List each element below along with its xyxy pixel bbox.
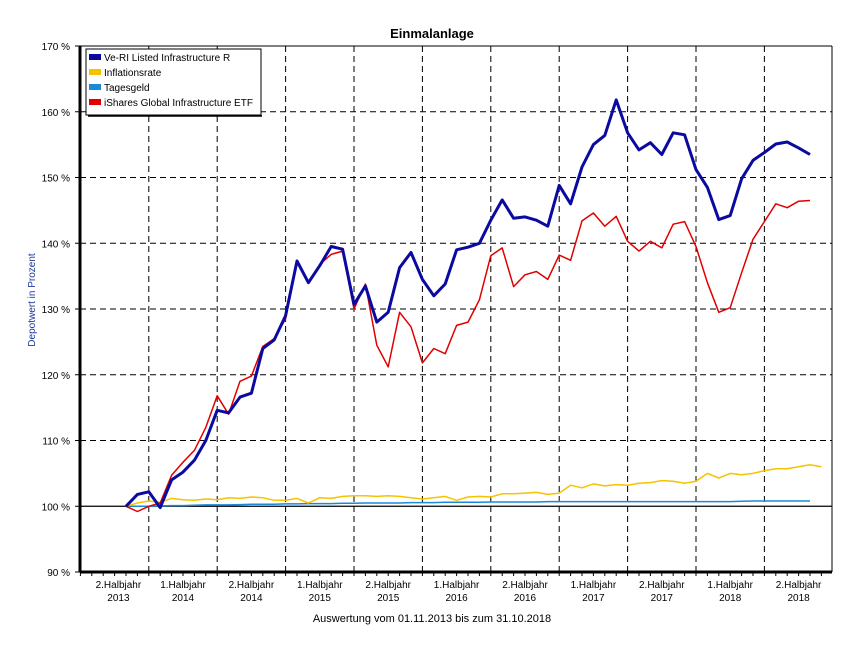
x-tick-label: 1.Halbjahr [434, 580, 480, 591]
x-tick-label: 2.Halbjahr [502, 580, 548, 591]
x-tick-label: 1.Halbjahr [297, 580, 343, 591]
y-tick-label: 120 % [42, 371, 70, 382]
series-line-ve-ri-listed-infrastructure-r [124, 98, 811, 510]
legend-label: iShares Global Infrastructure ETF [104, 98, 253, 109]
x-tick-label: 2.Halbjahr [365, 580, 411, 591]
x-tick-label-year: 2016 [445, 593, 468, 604]
chart-title: Einmalanlage [390, 26, 474, 41]
x-tick-label: 1.Halbjahr [160, 580, 206, 591]
legend-label: Inflationsrate [104, 68, 162, 79]
x-tick-label-year: 2015 [377, 593, 400, 604]
x-axis-label: Auswertung vom 01.11.2013 bis zum 31.10.… [313, 613, 551, 625]
legend-label: Tagesgeld [104, 83, 150, 94]
y-tick-label: 130 % [42, 305, 70, 316]
x-tick-label: 2.Halbjahr [96, 580, 142, 591]
legend-swatch [89, 84, 101, 90]
x-tick-label-year: 2017 [582, 593, 605, 604]
x-tick-label-year: 2013 [107, 593, 130, 604]
x-tick-label-year: 2018 [787, 593, 810, 604]
x-tick-label: 2.Halbjahr [639, 580, 685, 591]
x-tick-label: 1.Halbjahr [571, 580, 617, 591]
x-tick-label: 1.Halbjahr [707, 580, 753, 591]
x-tick-label-year: 2014 [240, 593, 263, 604]
x-tick-label-year: 2015 [309, 593, 332, 604]
y-tick-label: 90 % [47, 568, 70, 579]
series-line-inflationsrate [125, 464, 822, 508]
series-line-tagesgeld [126, 500, 810, 508]
y-tick-label: 150 % [42, 174, 70, 185]
x-tick-label-year: 2018 [719, 593, 742, 604]
y-tick-label: 160 % [42, 108, 70, 119]
y-axis-label: Depotwert in Prozent [27, 253, 38, 347]
x-tick-label: 2.Halbjahr [776, 580, 822, 591]
y-tick-label: 100 % [42, 502, 70, 513]
x-tick-label-year: 2016 [514, 593, 537, 604]
legend-swatch [89, 54, 101, 60]
legend-swatch [89, 99, 101, 105]
x-tick-label-year: 2017 [651, 593, 674, 604]
legend-swatch [89, 69, 101, 75]
x-tick-label-year: 2014 [172, 593, 195, 604]
y-tick-label: 110 % [42, 437, 70, 448]
y-tick-label: 170 % [42, 42, 70, 53]
legend-label: Ve-RI Listed Infrastructure R [104, 53, 230, 64]
legend-box [85, 48, 262, 116]
x-tick-label: 2.Halbjahr [229, 580, 275, 591]
y-tick-label: 140 % [42, 239, 70, 250]
series-line-ishares-global-infrastructure-etf [125, 199, 811, 513]
